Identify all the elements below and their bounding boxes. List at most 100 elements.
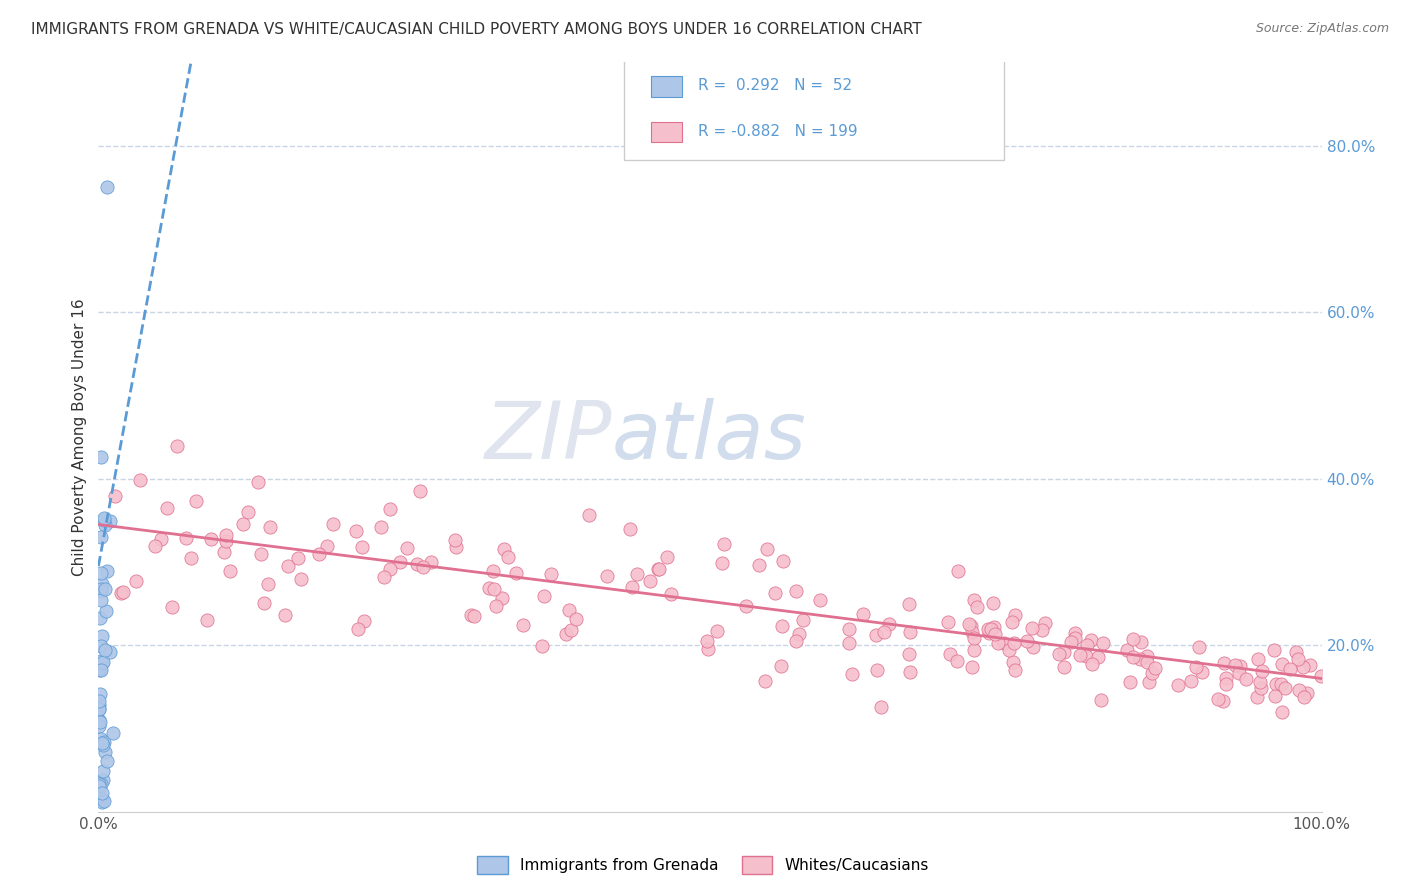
Point [754, 674, 776, 689]
Point [1087, 650, 1109, 665]
Point [1015, 633, 1038, 648]
Point [1063, 625, 1085, 640]
Point [998, 643, 1021, 657]
Point [1033, 615, 1056, 630]
Point [90, 582, 112, 597]
Point [91, 792, 114, 806]
Point [89, 663, 111, 677]
Point [963, 643, 986, 657]
Point [197, 613, 219, 627]
Point [93, 513, 115, 527]
Point [763, 586, 786, 600]
Point [1250, 681, 1272, 695]
Point [91, 738, 114, 752]
Point [444, 540, 467, 554]
Point [1191, 665, 1213, 680]
Point [1004, 607, 1026, 622]
Point [869, 700, 891, 714]
Point [160, 599, 183, 614]
Point [87, 662, 110, 676]
Point [89, 789, 111, 803]
Point [287, 551, 309, 566]
Point [1249, 675, 1271, 690]
Point [380, 502, 402, 516]
Point [93, 511, 115, 525]
Point [711, 556, 734, 570]
Point [93, 582, 115, 596]
Point [981, 596, 1004, 610]
Point [993, 636, 1015, 650]
Point [838, 622, 860, 636]
Point [756, 541, 779, 556]
Point [852, 607, 875, 621]
Point [1001, 615, 1024, 629]
Point [1069, 648, 1091, 662]
Point [259, 520, 281, 534]
Point [1292, 660, 1315, 674]
Point [87, 777, 110, 791]
Point [1227, 665, 1250, 680]
Point [877, 616, 900, 631]
Point [540, 567, 562, 582]
Point [640, 574, 662, 589]
Point [1081, 657, 1104, 672]
Point [98, 514, 121, 528]
Point [1122, 632, 1144, 646]
Point [1270, 677, 1292, 691]
Point [373, 570, 395, 584]
Point [1299, 657, 1322, 672]
Point [89, 791, 111, 805]
Point [110, 585, 132, 599]
Point [808, 593, 831, 607]
Point [560, 624, 582, 638]
Point [596, 569, 619, 583]
Point [1265, 676, 1288, 690]
Point [166, 439, 188, 453]
Point [273, 608, 295, 623]
Point [380, 562, 402, 576]
Point [1047, 647, 1070, 661]
Point [770, 618, 793, 632]
Point [91, 629, 114, 643]
Text: ZIP: ZIP [485, 398, 612, 476]
Point [395, 541, 418, 556]
Point [94, 745, 117, 759]
Point [697, 641, 720, 656]
Point [1116, 643, 1139, 657]
Point [505, 566, 527, 580]
Point [984, 627, 1007, 641]
Point [565, 612, 588, 626]
Point [231, 516, 253, 531]
Point [290, 572, 312, 586]
Point [444, 533, 467, 548]
Point [389, 555, 412, 569]
Point [90, 530, 112, 544]
Point [90, 566, 112, 580]
Point [180, 551, 202, 566]
Point [347, 622, 370, 636]
Point [713, 537, 735, 551]
Point [89, 610, 111, 624]
Point [1129, 652, 1152, 666]
Point [841, 667, 863, 681]
Point [1122, 649, 1144, 664]
Point [1021, 621, 1043, 635]
Point [1118, 674, 1140, 689]
Point [1215, 677, 1237, 691]
Point [578, 508, 600, 523]
Point [484, 582, 506, 596]
Point [91, 655, 114, 669]
Point [238, 505, 260, 519]
Point [89, 715, 111, 730]
Point [977, 626, 1000, 640]
Point [353, 614, 375, 628]
FancyBboxPatch shape [651, 121, 682, 143]
Point [129, 473, 152, 487]
Point [89, 694, 111, 708]
Point [90, 656, 112, 670]
Point [174, 531, 197, 545]
Point [621, 580, 644, 594]
Point [1251, 664, 1274, 678]
Point [939, 647, 962, 661]
Point [865, 628, 887, 642]
